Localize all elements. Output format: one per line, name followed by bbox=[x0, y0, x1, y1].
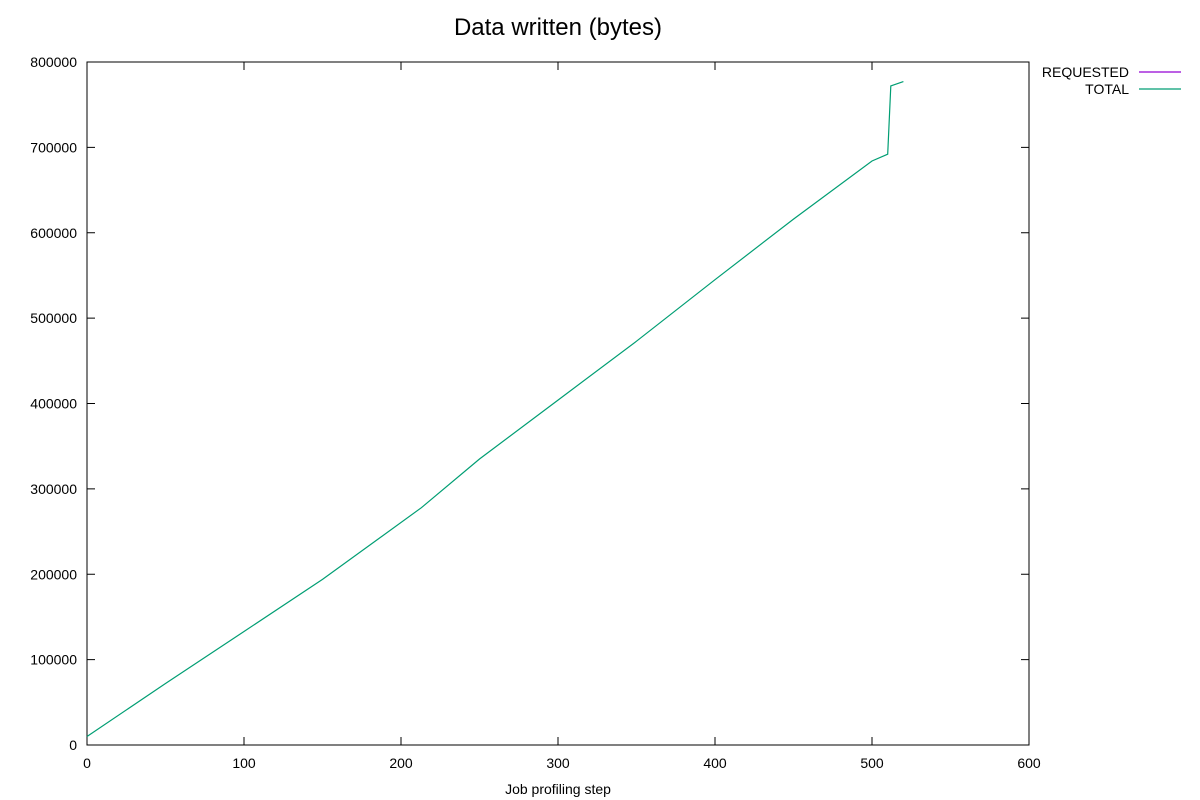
y-tick-label: 800000 bbox=[30, 54, 77, 70]
y-tick-label: 100000 bbox=[30, 652, 77, 668]
x-tick-label: 400 bbox=[703, 755, 727, 771]
x-tick-label: 500 bbox=[860, 755, 884, 771]
legend-label-requested: REQUESTED bbox=[1042, 64, 1129, 80]
y-tick-label: 300000 bbox=[30, 481, 77, 497]
x-tick-label: 100 bbox=[232, 755, 256, 771]
series-line-total bbox=[86, 81, 904, 737]
y-tick-label: 500000 bbox=[30, 310, 77, 326]
x-axis-label: Job profiling step bbox=[505, 781, 611, 797]
y-tick-label: 600000 bbox=[30, 225, 77, 241]
y-tick-label: 700000 bbox=[30, 139, 77, 155]
chart-title: Data written (bytes) bbox=[454, 14, 662, 41]
y-tick-label: 400000 bbox=[30, 396, 77, 412]
x-tick-label: 600 bbox=[1017, 755, 1041, 771]
x-tick-label: 200 bbox=[389, 755, 413, 771]
y-tick-label: 0 bbox=[69, 737, 77, 753]
y-tick-label: 200000 bbox=[30, 566, 77, 582]
legend-label-total: TOTAL bbox=[1085, 81, 1129, 97]
x-tick-label: 300 bbox=[546, 755, 570, 771]
x-axis: 0 100 200 300 400 500 600 bbox=[83, 62, 1041, 771]
x-tick-label: 0 bbox=[83, 755, 91, 771]
series-lines bbox=[86, 81, 904, 737]
y-axis: 0 100000 200000 300000 400000 500000 600000 700… bbox=[30, 54, 1029, 753]
